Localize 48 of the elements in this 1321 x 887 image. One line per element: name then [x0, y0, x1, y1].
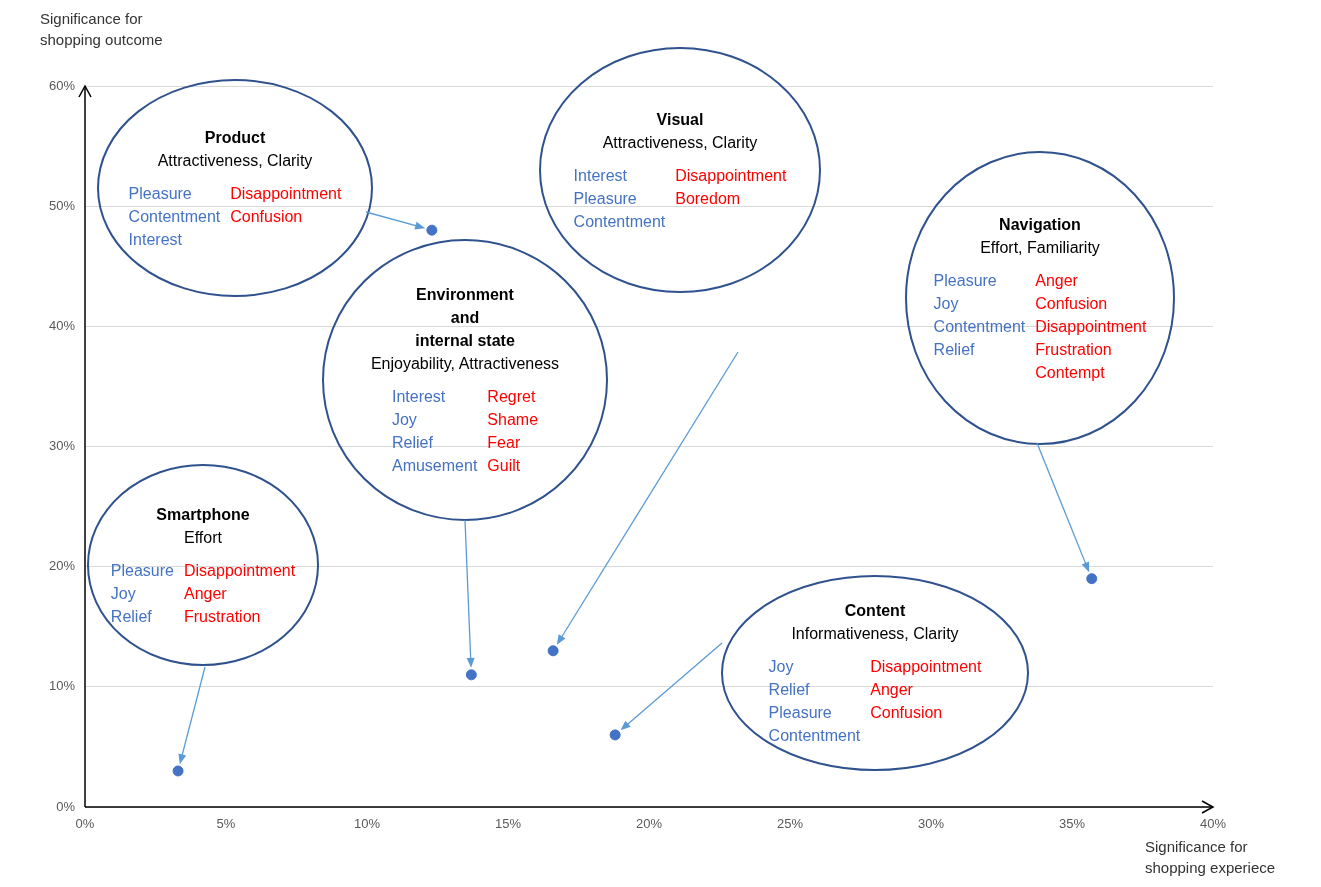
y-tick-label: 0%: [56, 798, 76, 814]
annotation: Disappointment Boredom: [675, 165, 787, 209]
x-tick-label: 15%: [494, 816, 522, 832]
annotation: Pleasure Contentment Interest: [128, 183, 221, 250]
y-tick-label: 30%: [48, 438, 76, 454]
annotation: Effort: [184, 527, 222, 548]
point: [172, 765, 184, 777]
annotation: Environment and internal state: [415, 285, 515, 351]
point: [465, 669, 477, 681]
y-tick-label: 40%: [48, 317, 76, 333]
y-tick-label: 50%: [48, 197, 76, 213]
point: [547, 645, 559, 657]
annotation: Anger Confusion Disappointment Frustration Contempt: [1035, 270, 1147, 383]
x-tick-label: 30%: [917, 816, 945, 832]
x-tick-label: 40%: [1199, 816, 1227, 832]
x-tick-label: 25%: [776, 816, 804, 832]
y-tick-label: 20%: [48, 558, 76, 574]
annotation: Interest Pleasure Contentment: [573, 165, 666, 232]
annotation: Joy Relief Pleasure Contentment: [768, 657, 861, 746]
x-tick-label: 0%: [75, 816, 95, 832]
annotation: Content: [844, 601, 906, 621]
y-tick-label: 10%: [48, 678, 76, 694]
annotation: Pleasure Joy Contentment Relief: [933, 270, 1026, 360]
annotation: Regret Shame Fear Guilt: [487, 387, 539, 476]
x-tick-label: 5%: [216, 816, 236, 832]
annotation: Attractiveness, Clarity: [157, 150, 313, 171]
annotation: Pleasure Joy Relief: [110, 560, 174, 627]
x-tick-label: 10%: [353, 816, 381, 832]
annotation: Visual: [656, 109, 704, 130]
annotation: Disappointment Anger Confusion: [870, 657, 982, 723]
annotation: Attractiveness, Clarity: [602, 132, 758, 153]
annotation: Navigation: [999, 214, 1081, 235]
annotation: Disappointment Confusion: [230, 183, 342, 227]
x-tick-label: 20%: [635, 816, 663, 832]
annotation: Smartphone: [156, 504, 250, 525]
point: [1086, 573, 1098, 585]
point: [609, 729, 621, 741]
x-axis-title: Significance for shopping experiece: [1145, 837, 1276, 878]
y-tick-label: 60%: [48, 77, 76, 93]
annotation: Product: [204, 127, 266, 148]
x-tick-label: 35%: [1058, 816, 1086, 832]
annotation: Disappointment Anger Frustration: [183, 560, 296, 627]
annotation: Effort, Familiarity: [980, 237, 1100, 258]
point: [426, 224, 438, 236]
annotation: Enjoyability, Attractiveness: [370, 354, 560, 374]
y-axis-title: Significance for shopping outcome: [40, 9, 163, 50]
annotation: Interest Joy Relief Amusement: [391, 387, 478, 476]
annotation: Informativeness, Clarity: [791, 624, 959, 644]
